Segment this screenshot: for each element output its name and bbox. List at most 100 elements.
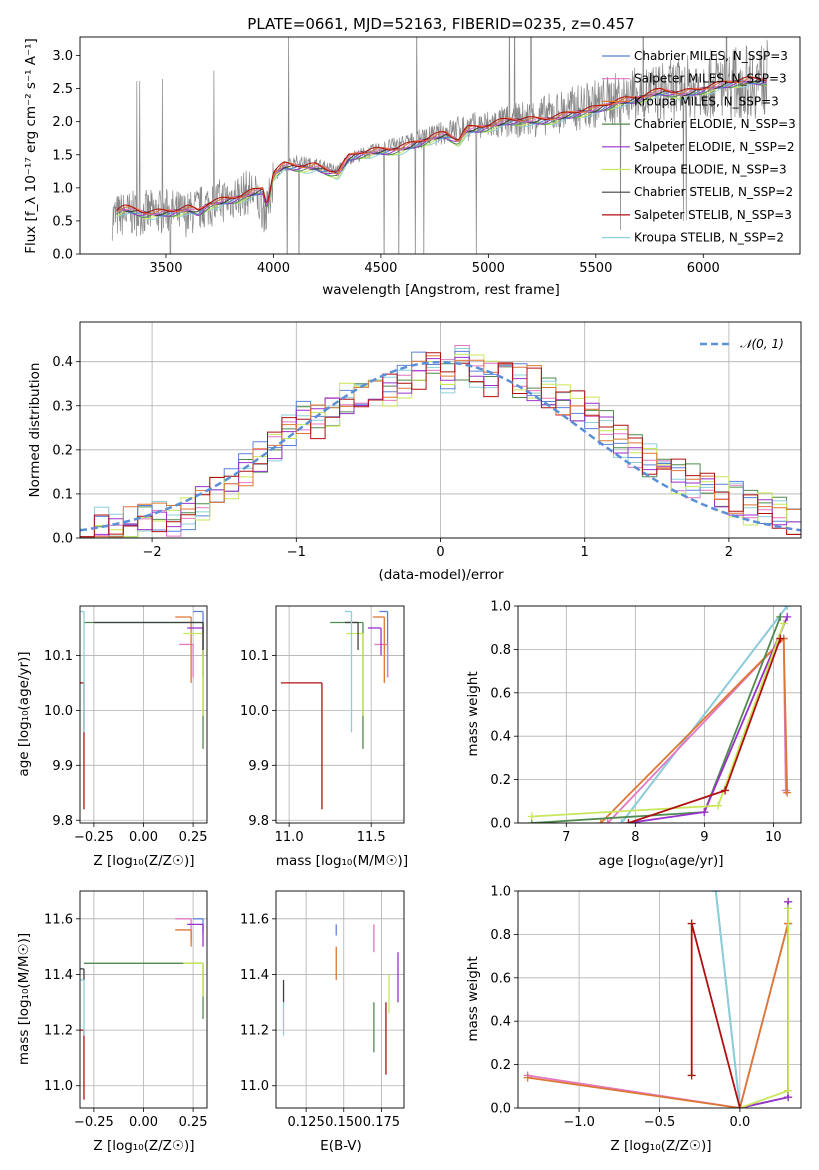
y-tick-label: 0.4 bbox=[52, 355, 73, 370]
y-tick-label: 0.0 bbox=[490, 817, 511, 832]
y-tick-label: 0.0 bbox=[490, 1102, 511, 1117]
weight-line-3 bbox=[735, 897, 793, 1108]
z-mass-xlabel: Z [log₁₀(Z/Z☉)] bbox=[93, 1138, 194, 1154]
weight-line-7 bbox=[624, 634, 785, 823]
errorbar-point-7 bbox=[80, 1029, 85, 1100]
y-tick-label: 0.4 bbox=[490, 730, 511, 745]
gaussian-curve bbox=[80, 360, 801, 532]
plus-marker bbox=[711, 891, 720, 895]
errorbar-point-5 bbox=[183, 962, 204, 997]
histogram-2 bbox=[80, 355, 801, 538]
y-tick-label: 1.0 bbox=[52, 181, 73, 196]
plus-marker bbox=[624, 819, 633, 823]
y-tick-label: 0.0 bbox=[52, 532, 73, 547]
errorbar-point-4 bbox=[187, 923, 204, 947]
y-tick-label: 11.2 bbox=[240, 1024, 269, 1039]
plot-area-0 bbox=[111, 37, 768, 254]
x-tick-label: 0.25 bbox=[179, 830, 208, 845]
y-tick-label: 1.0 bbox=[490, 885, 511, 900]
axes-2: −0.25 0.00 0.25 9.8 9.9 10.0 10.1 bbox=[44, 605, 208, 845]
y-tick-label: 9.9 bbox=[52, 759, 73, 774]
plot-area-4 bbox=[527, 606, 792, 823]
y-tick-label: 0.2 bbox=[490, 1058, 511, 1073]
weight-line-2 bbox=[523, 919, 793, 1108]
errorbar-point-6 bbox=[80, 968, 85, 981]
plus-marker bbox=[700, 808, 709, 817]
y-tick-label: 10.0 bbox=[44, 704, 73, 719]
weight-line-5 bbox=[527, 619, 788, 821]
z-mass-ylabel: mass [log₁₀(M/M☉)] bbox=[16, 933, 32, 1065]
x-tick-label: 2 bbox=[725, 545, 733, 560]
y-tick-label: 10.1 bbox=[44, 649, 73, 664]
legend-label: Salpeter STELIB, N_SSP=3 bbox=[634, 208, 792, 222]
y-tick-label: 3.0 bbox=[52, 49, 73, 64]
y-tick-label: 10.1 bbox=[240, 649, 269, 664]
errorbar-point-7 bbox=[280, 682, 323, 810]
errorbar-point-8 bbox=[80, 979, 85, 1036]
y-tick-label: 1.5 bbox=[52, 148, 73, 163]
errorbar-point-5 bbox=[346, 632, 364, 716]
errorbar-point-6 bbox=[93, 621, 204, 650]
axes-3: 11.0 11.5 9.8 9.9 10.0 10.1 bbox=[240, 605, 405, 845]
ebv-mass-xlabel: E(B-V) bbox=[320, 1138, 362, 1154]
axes-7: −1.0 −0.5 0.0 0.0 0.2 0.4 0.6 0.8 1.0 bbox=[490, 885, 802, 1130]
legend-label: Salpeter ELODIE, N_SSP=2 bbox=[634, 140, 795, 154]
plus-marker bbox=[617, 819, 626, 823]
legend-label: Chabrier ELODIE, N_SSP=3 bbox=[634, 117, 796, 131]
y-tick-label: 0.5 bbox=[52, 214, 73, 229]
y-tick-label: 11.4 bbox=[44, 968, 73, 983]
x-tick-label: 0.175 bbox=[363, 1115, 400, 1130]
axes-frame-4 bbox=[517, 605, 802, 824]
x-tick-label: 11.5 bbox=[357, 830, 386, 845]
y-tick-label: 0.1 bbox=[52, 487, 73, 502]
y-tick-label: 1.0 bbox=[490, 600, 511, 615]
x-tick-label: −0.25 bbox=[74, 830, 114, 845]
plus-marker bbox=[776, 634, 785, 643]
axes-frame-0 bbox=[79, 36, 801, 255]
plus-marker bbox=[783, 612, 792, 621]
x-tick-label: 0.125 bbox=[288, 1115, 325, 1130]
x-tick-label: 0.25 bbox=[179, 1115, 208, 1130]
x-tick-label: 4500 bbox=[364, 261, 397, 276]
plus-marker bbox=[596, 819, 605, 823]
z-age-ylabel: age [log₁₀(age/yr)] bbox=[16, 651, 32, 776]
legend-label: Chabrier STELIB, N_SSP=2 bbox=[634, 185, 793, 199]
x-tick-label: −0.25 bbox=[74, 1115, 114, 1130]
y-tick-label: 0.2 bbox=[490, 773, 511, 788]
plot-area-6 bbox=[282, 924, 399, 1075]
y-tick-label: 11.6 bbox=[240, 912, 269, 927]
x-tick-label: 0.150 bbox=[325, 1115, 362, 1130]
weight-polyline bbox=[714, 891, 741, 1108]
weight-polyline bbox=[527, 923, 789, 1108]
errorbar-point-8 bbox=[80, 610, 85, 733]
plus-marker bbox=[687, 1071, 696, 1080]
y-tick-label: 0.3 bbox=[52, 399, 73, 414]
x-tick-label: 10 bbox=[765, 830, 782, 845]
x-tick-label: 5500 bbox=[579, 261, 612, 276]
plus-marker bbox=[783, 606, 792, 610]
x-tick-label: −1 bbox=[287, 545, 306, 560]
residual-xlabel: (data-model)/error bbox=[378, 567, 504, 583]
plus-marker bbox=[687, 919, 696, 928]
axes-6: 0.125 0.150 0.175 11.0 11.2 11.4 11.6 bbox=[240, 890, 405, 1130]
model-spectrum-6 bbox=[116, 78, 767, 216]
model-spectrum-0 bbox=[116, 79, 767, 217]
y-tick-label: 11.4 bbox=[240, 968, 269, 983]
weight-polyline bbox=[690, 923, 741, 1108]
weight-line-4 bbox=[624, 612, 792, 823]
x-tick-label: 11.0 bbox=[275, 830, 304, 845]
plus-marker bbox=[714, 801, 723, 810]
y-tick-label: 2.5 bbox=[52, 82, 73, 97]
errorbar-point-0 bbox=[193, 610, 204, 678]
model-spectrum-1 bbox=[116, 77, 767, 216]
x-tick-label: 0.00 bbox=[129, 830, 158, 845]
axes-4: 7 8 9 10 0.0 0.2 0.4 0.6 0.8 1.0 bbox=[490, 600, 802, 845]
y-tick-label: 0.2 bbox=[52, 443, 73, 458]
weight-line-7 bbox=[687, 919, 744, 1108]
y-tick-label: 0.6 bbox=[490, 686, 511, 701]
legend-label: Kroupa STELIB, N_SSP=2 bbox=[634, 231, 784, 245]
errorbar-point-4 bbox=[187, 627, 204, 656]
axes-5: −0.25 0.00 0.25 11.0 11.2 11.4 11.6 bbox=[44, 890, 208, 1130]
weight-polyline bbox=[527, 923, 789, 1108]
